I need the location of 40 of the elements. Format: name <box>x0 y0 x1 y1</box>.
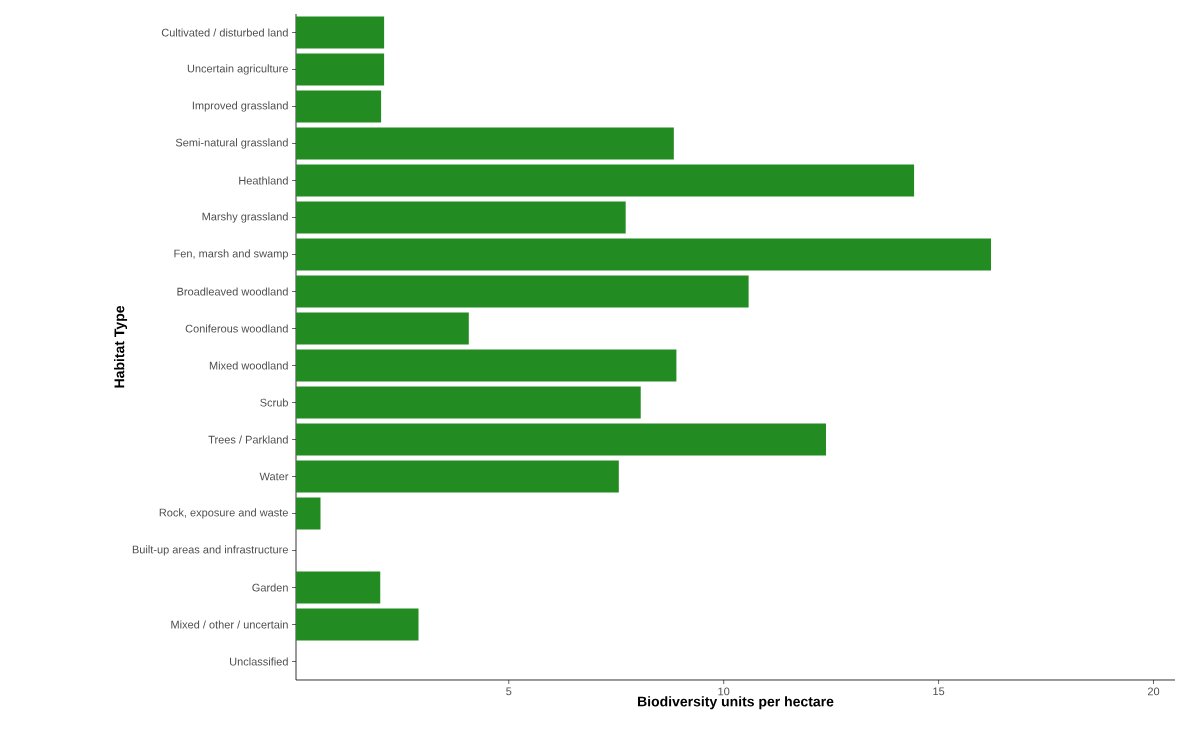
y-axis-title: Habitat Type <box>114 305 128 388</box>
bar <box>296 127 674 160</box>
bar <box>296 423 826 456</box>
bar <box>296 349 677 382</box>
x-tick-label: 5 <box>506 687 512 696</box>
x-axis-title: Biodiversity units per hectare <box>638 696 834 710</box>
y-tick-label: Cultivated / disturbed land <box>161 28 288 37</box>
y-tick-label: Broadleaved woodland <box>177 287 288 296</box>
bar <box>296 312 469 345</box>
y-tick-label: Rock, exposure and waste <box>159 508 288 519</box>
y-tick-label: Heathland <box>239 176 288 185</box>
bar <box>296 497 321 530</box>
bar <box>296 53 385 86</box>
bar <box>296 201 626 234</box>
y-tick-label: Scrub <box>260 398 288 407</box>
y-tick-label: Mixed woodland <box>209 361 288 370</box>
y-tick-label: Improved grassland <box>192 101 288 112</box>
y-tick-label: Semi-natural grassland <box>175 138 288 149</box>
y-tick-label: Coniferous woodland <box>185 324 288 333</box>
bar <box>296 16 385 49</box>
y-tick-label: Fen, marsh and swamp <box>174 249 288 260</box>
bar <box>296 460 619 493</box>
y-tick-label: Built-up areas and infrastructure <box>132 545 288 556</box>
bar <box>296 275 749 308</box>
bar <box>296 238 992 271</box>
y-tick-label: Trees / Parkland <box>208 435 288 444</box>
y-tick-label: Marshy grassland <box>202 212 288 223</box>
y-tick-label: Unclassified <box>230 657 288 666</box>
y-tick-label: Water <box>259 472 289 481</box>
bar <box>296 386 641 419</box>
bar <box>296 90 382 123</box>
x-tick-label: 15 <box>933 687 945 696</box>
y-tick-label: Mixed / other / uncertain <box>171 620 288 629</box>
bar <box>296 608 419 641</box>
x-tick-label: 10 <box>718 687 730 696</box>
x-tick-label: 20 <box>1147 687 1160 696</box>
bar <box>296 571 381 604</box>
y-tick-label: Uncertain agriculture <box>187 64 288 75</box>
y-tick-label: Garden <box>252 583 288 592</box>
bar <box>296 164 915 197</box>
